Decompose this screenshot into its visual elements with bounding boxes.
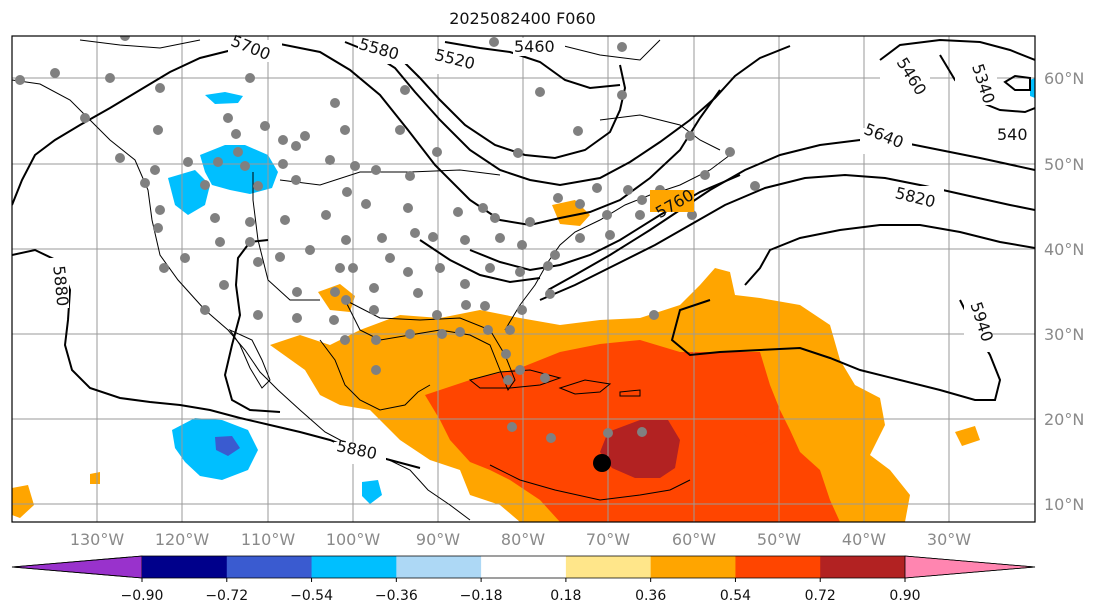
- colorbar-tick-label: 0.18: [550, 588, 581, 604]
- colorbar-segment: [565, 556, 652, 578]
- storm-center-marker: [593, 454, 611, 472]
- colorbar-segment: [396, 556, 482, 578]
- colorbar-tick-label: 0.72: [805, 588, 836, 604]
- colorbar-tick-label: −0.90: [121, 588, 164, 604]
- lon-tick-label: 110°W: [241, 530, 296, 549]
- colorbar-segment: [735, 556, 821, 578]
- colorbar-tick-label: 0.36: [635, 588, 666, 604]
- positive-anomaly-darkred: [600, 420, 680, 478]
- latitude-labels: 60°N 50°N 40°N 30°N 20°N 10°N: [1044, 69, 1084, 514]
- colorbar-segment: [226, 556, 313, 578]
- lon-tick-label: 90°W: [416, 530, 460, 549]
- coastlines: [12, 39, 731, 521]
- lon-tick-label: 120°W: [155, 530, 210, 549]
- colorbar-tick-label: −0.72: [205, 588, 248, 604]
- colorbar-segment: [481, 556, 567, 578]
- longitude-labels: 130°W 120°W 110°W 100°W 90°W 80°W 70°W 6…: [70, 530, 971, 549]
- lon-tick-label: 30°W: [927, 530, 971, 549]
- colorbar-extend-max: [904, 555, 1036, 579]
- contour-label: 5460: [514, 37, 555, 56]
- colorbar-tick-label: −0.18: [460, 588, 503, 604]
- map-title: 2025082400 F060: [449, 9, 596, 28]
- contour-labels: 5700 5580 5520 5460 5460 5340 540 5640 5…: [45, 31, 1034, 464]
- lat-tick-label: 20°N: [1044, 410, 1084, 429]
- contour-label: 540: [997, 125, 1028, 144]
- lat-tick-label: 30°N: [1044, 325, 1084, 344]
- colorbar-tick-label: 0.54: [720, 588, 751, 604]
- lon-tick-label: 100°W: [326, 530, 381, 549]
- lat-tick-label: 60°N: [1044, 69, 1084, 88]
- colorbar-segment: [142, 556, 228, 578]
- lon-tick-label: 130°W: [70, 530, 125, 549]
- lat-tick-label: 40°N: [1044, 240, 1084, 259]
- lon-tick-label: 50°W: [757, 530, 801, 549]
- map-border: [11, 35, 1036, 523]
- colorbar-extend-min: [11, 555, 143, 579]
- colorbar-segment: [820, 556, 906, 578]
- height-contours: [12, 38, 1035, 469]
- contour-label: 5880: [49, 265, 72, 307]
- colorbar-tick-label: −0.54: [290, 588, 333, 604]
- colorbar-tick-label: 0.90: [889, 588, 920, 604]
- colorbar-segment: [311, 556, 397, 578]
- lon-tick-label: 40°W: [842, 530, 886, 549]
- station-markers: [15, 36, 760, 443]
- lat-tick-label: 10°N: [1044, 495, 1084, 514]
- lat-tick-label: 50°N: [1044, 155, 1084, 174]
- colorbar-tick-label: −0.36: [375, 588, 418, 604]
- lon-tick-label: 60°W: [672, 530, 716, 549]
- lon-tick-label: 70°W: [586, 530, 630, 549]
- lon-tick-label: 80°W: [501, 530, 545, 549]
- colorbar-segment: [650, 556, 736, 578]
- colorbar: −0.90 −0.72 −0.54 −0.36 −0.18 0.18 0.36 0.54 0.7…: [11, 555, 1036, 604]
